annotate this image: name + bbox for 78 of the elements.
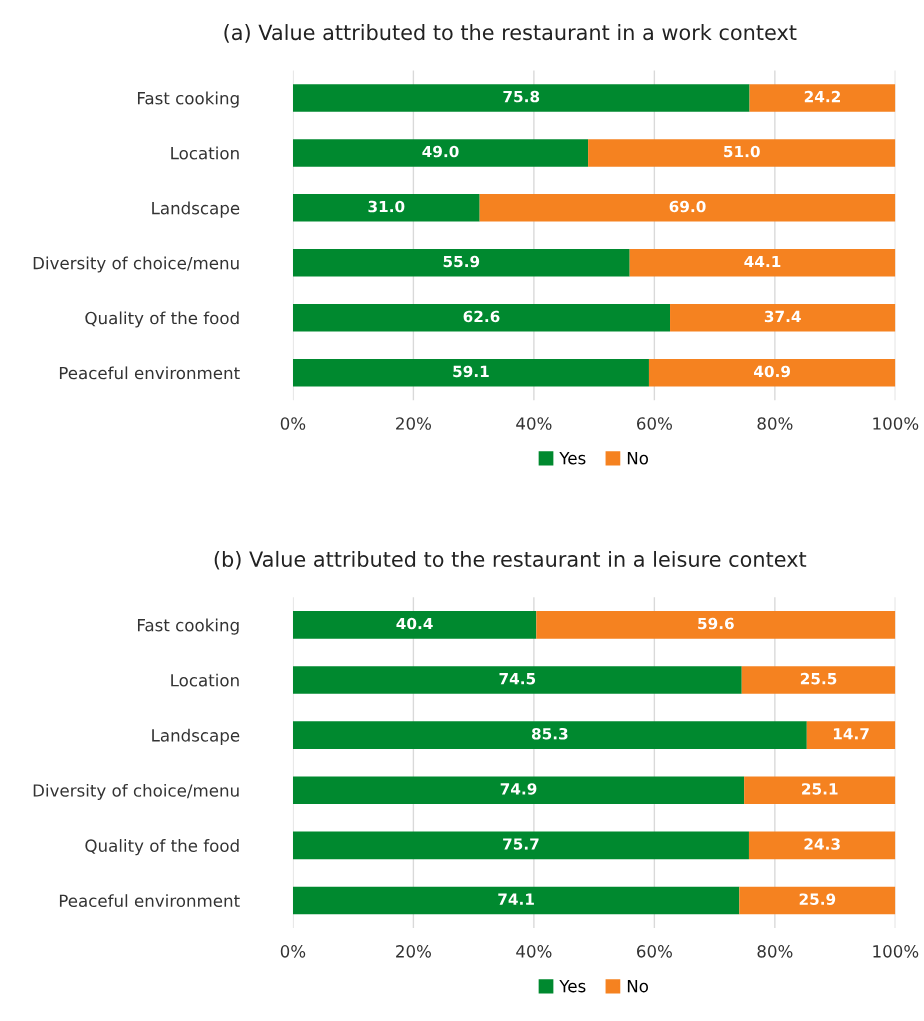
data-label: 59.1 xyxy=(453,365,489,378)
chart-title: (b) Value attributed to the restaurant in a leisure context xyxy=(214,550,807,570)
legend-label: No xyxy=(627,979,649,993)
data-label: 85.3 xyxy=(531,728,568,740)
data-label: 25.1 xyxy=(802,783,838,795)
y-tick-label: Landscape xyxy=(152,728,240,745)
x-tick-label: 20% xyxy=(396,417,431,430)
x-tick-label: 100% xyxy=(873,417,919,430)
data-label: 31.0 xyxy=(368,200,405,213)
y-tick-label: Fast cooking xyxy=(137,618,239,635)
data-label: 40.4 xyxy=(396,617,433,630)
data-label: 74.1 xyxy=(498,893,534,905)
x-tick-label: 0% xyxy=(280,417,306,430)
data-label: 75.8 xyxy=(503,90,540,103)
data-label: 49.0 xyxy=(422,145,459,158)
bar xyxy=(629,249,896,277)
bar xyxy=(292,304,671,332)
x-tick-label: 40% xyxy=(516,417,552,430)
bar xyxy=(588,139,896,167)
x-tick-label: 40% xyxy=(516,945,552,958)
y-tick-label: Peaceful environment xyxy=(59,894,240,908)
data-label: 74.5 xyxy=(499,673,536,685)
bar xyxy=(292,359,649,387)
bar xyxy=(292,886,740,915)
bar xyxy=(536,611,896,639)
legend-label: Yes xyxy=(559,452,586,465)
y-tick-label: Quality of the food xyxy=(85,839,239,856)
data-label: 75.7 xyxy=(503,838,539,850)
bar xyxy=(292,666,742,694)
x-tick-label: 80% xyxy=(757,417,793,430)
bar xyxy=(806,721,896,749)
data-label: 55.9 xyxy=(443,255,480,268)
data-label: 37.4 xyxy=(764,310,801,323)
bar xyxy=(292,139,589,167)
legend-label: No xyxy=(627,452,649,465)
x-tick-label: 80% xyxy=(757,945,793,958)
bar xyxy=(748,831,896,860)
x-tick-label: 60% xyxy=(637,945,672,958)
bar xyxy=(479,194,896,222)
y-tick-label: Peaceful environment xyxy=(59,366,240,380)
bar xyxy=(292,611,537,639)
bar xyxy=(741,666,896,694)
bar xyxy=(292,249,630,277)
data-label: 24.3 xyxy=(804,838,840,850)
data-label: 24.2 xyxy=(804,90,840,103)
x-tick-label: 0% xyxy=(280,945,306,958)
data-label: 51.0 xyxy=(724,145,760,158)
bar xyxy=(292,721,807,749)
bar xyxy=(749,84,896,112)
bar xyxy=(292,831,749,860)
y-tick-label: Diversity of choice/menu xyxy=(33,256,239,273)
x-tick-label: 20% xyxy=(396,945,431,958)
bar xyxy=(670,304,896,332)
bar xyxy=(292,194,480,222)
data-label: 25.9 xyxy=(799,893,836,905)
y-tick-label: Location xyxy=(171,146,239,160)
data-label: 74.9 xyxy=(500,783,537,795)
bar xyxy=(739,886,896,915)
bar xyxy=(292,84,750,112)
chart-title: (a) Value attributed to the restaurant in a work context xyxy=(224,24,797,43)
x-tick-label: 100% xyxy=(873,945,919,958)
data-label: 69.0 xyxy=(669,200,706,213)
data-label: 40.9 xyxy=(754,365,791,378)
x-tick-label: 60% xyxy=(637,417,672,430)
legend-label: Yes xyxy=(559,979,586,993)
bar xyxy=(648,359,896,387)
data-label: 25.5 xyxy=(800,672,837,685)
y-tick-label: Quality of the food xyxy=(85,311,239,328)
data-label: 62.6 xyxy=(463,310,500,323)
data-label: 44.1 xyxy=(744,255,781,268)
y-tick-label: Diversity of choice/menu xyxy=(33,783,239,801)
y-tick-label: Landscape xyxy=(152,201,240,218)
bar xyxy=(292,776,745,805)
data-label: 14.7 xyxy=(833,728,869,740)
bar xyxy=(744,776,896,805)
data-label: 59.6 xyxy=(698,617,734,630)
y-tick-label: Location xyxy=(171,673,239,687)
y-tick-label: Fast cooking xyxy=(137,91,239,108)
